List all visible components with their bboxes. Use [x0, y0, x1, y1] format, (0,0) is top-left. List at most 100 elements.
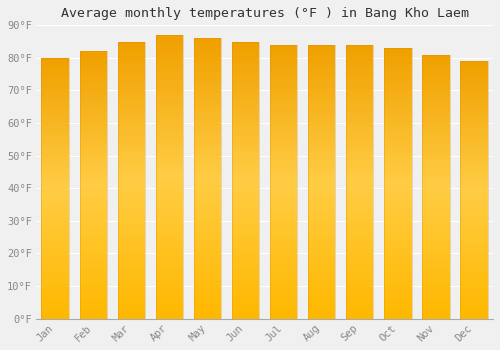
Bar	[308, 247, 336, 250]
Bar	[384, 278, 411, 281]
Bar	[422, 281, 450, 284]
Bar	[308, 253, 336, 256]
Bar	[422, 149, 450, 152]
Bar	[42, 167, 69, 170]
Bar	[422, 197, 450, 200]
Bar	[156, 211, 183, 214]
Bar	[384, 99, 411, 102]
Bar	[422, 184, 450, 187]
Bar	[346, 308, 374, 310]
Bar	[232, 302, 260, 305]
Bar	[42, 264, 69, 266]
Bar	[346, 204, 374, 206]
Bar	[422, 76, 450, 78]
Bar	[346, 250, 374, 253]
Bar	[308, 305, 336, 308]
Bar	[42, 170, 69, 173]
Bar	[460, 213, 487, 216]
Bar	[422, 113, 450, 115]
Bar	[80, 252, 107, 254]
Bar	[232, 285, 260, 288]
Bar	[118, 272, 145, 274]
Bar	[156, 236, 183, 239]
Bar	[346, 256, 374, 258]
Bar	[118, 42, 145, 44]
Bar	[308, 144, 336, 146]
Bar	[232, 219, 260, 222]
Bar	[308, 286, 336, 288]
Bar	[460, 306, 487, 308]
Bar	[118, 233, 145, 236]
Bar	[270, 291, 297, 294]
Bar	[156, 270, 183, 273]
Bar	[308, 261, 336, 264]
Bar	[42, 209, 69, 212]
Bar	[422, 92, 450, 94]
Bar	[194, 271, 221, 274]
Bar	[80, 140, 107, 142]
Bar	[346, 236, 374, 239]
Bar	[194, 198, 221, 201]
Bar	[80, 268, 107, 271]
Bar	[346, 195, 374, 198]
Bar	[156, 143, 183, 146]
Bar	[346, 48, 374, 50]
Bar	[156, 290, 183, 293]
Bar	[42, 204, 69, 206]
Bar	[270, 157, 297, 160]
Bar	[384, 89, 411, 91]
Bar	[194, 316, 221, 318]
Bar	[232, 61, 260, 64]
Bar	[384, 245, 411, 248]
Bar	[156, 148, 183, 151]
Bar	[42, 131, 69, 133]
Bar	[194, 232, 221, 235]
Bar	[232, 307, 260, 310]
Bar	[346, 113, 374, 116]
Bar	[232, 263, 260, 266]
Bar	[118, 313, 145, 316]
Bar	[308, 146, 336, 149]
Bar	[232, 272, 260, 274]
Bar	[270, 253, 297, 256]
Bar	[194, 58, 221, 61]
Bar	[270, 45, 297, 48]
Bar	[422, 305, 450, 308]
Bar	[232, 202, 260, 205]
Bar	[346, 176, 374, 179]
Bar	[384, 173, 411, 175]
Bar	[232, 269, 260, 272]
Bar	[232, 205, 260, 208]
Bar	[80, 196, 107, 198]
Bar	[42, 217, 69, 219]
Bar	[194, 150, 221, 153]
Bar	[42, 269, 69, 272]
Bar	[232, 224, 260, 227]
Bar	[346, 174, 374, 176]
Bar	[422, 253, 450, 255]
Bar	[194, 83, 221, 86]
Bar	[346, 99, 374, 102]
Bar	[80, 281, 107, 284]
Bar	[422, 181, 450, 184]
Bar	[384, 186, 411, 189]
Bar	[270, 165, 297, 168]
Bar	[42, 66, 69, 68]
Bar	[156, 242, 183, 245]
Bar	[460, 164, 487, 167]
Bar	[118, 210, 145, 213]
Bar	[156, 146, 183, 148]
Bar	[232, 177, 260, 180]
Bar	[156, 253, 183, 256]
Bar	[346, 264, 374, 267]
Bar	[270, 160, 297, 162]
Bar	[194, 159, 221, 162]
Bar	[118, 125, 145, 127]
Bar	[42, 144, 69, 147]
Bar	[80, 279, 107, 281]
Bar	[422, 202, 450, 205]
Bar	[270, 75, 297, 78]
Bar	[384, 156, 411, 159]
Bar	[270, 231, 297, 234]
Bar	[80, 286, 107, 289]
